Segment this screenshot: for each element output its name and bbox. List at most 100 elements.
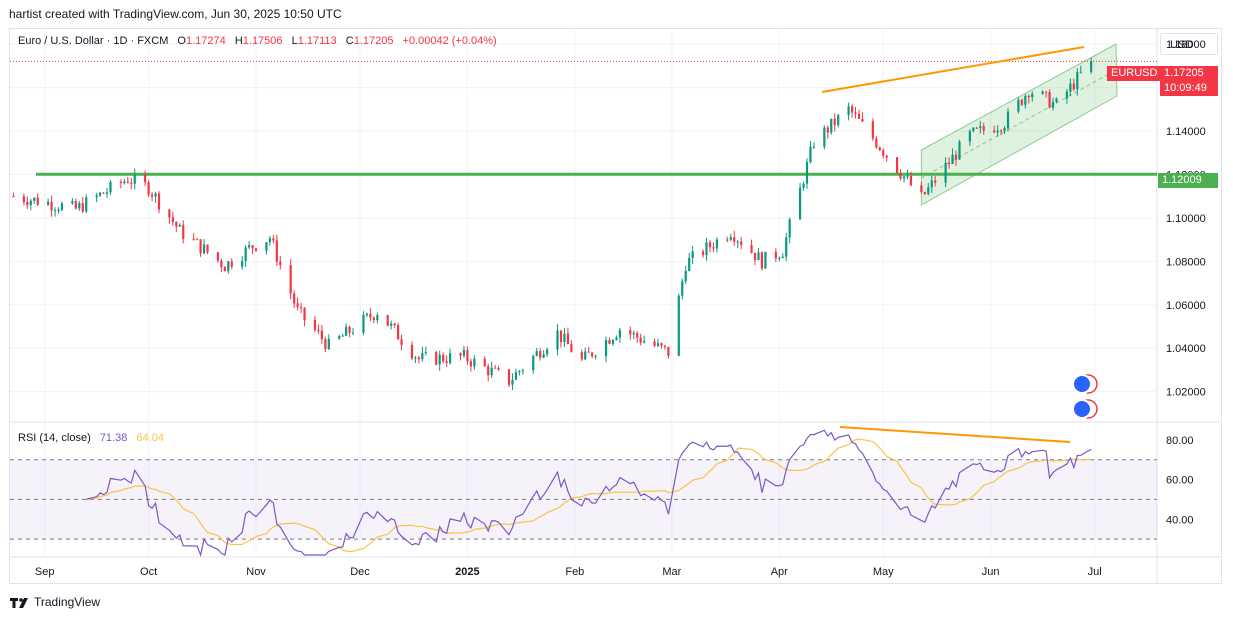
candle-body <box>733 237 736 242</box>
event-flag-eu-icon <box>1072 399 1092 419</box>
candle-body <box>979 126 982 129</box>
time-tick-label: Mar <box>662 566 681 578</box>
candle-body <box>1072 83 1075 90</box>
candle-body <box>850 106 854 113</box>
tradingview-footer[interactable]: TradingView <box>10 595 100 609</box>
candle-body <box>410 344 414 359</box>
candle-body <box>196 239 199 241</box>
candle-body <box>144 174 147 183</box>
candle-body <box>365 313 369 316</box>
candle <box>199 239 202 257</box>
open-value: 1.17274 <box>185 35 226 47</box>
candle-body <box>584 351 587 360</box>
candle <box>223 266 226 272</box>
candle <box>95 192 98 203</box>
candle-body <box>105 192 109 194</box>
candle-body <box>667 346 670 356</box>
candle-body <box>587 351 590 353</box>
candle <box>812 142 816 149</box>
candle <box>414 355 417 364</box>
candle-body <box>227 261 230 272</box>
candle <box>750 239 753 254</box>
candle-body <box>320 330 323 340</box>
candle-body <box>71 201 74 204</box>
candle <box>805 158 809 189</box>
candle-body <box>923 192 926 195</box>
candle <box>483 356 486 367</box>
time-tick-label: Jul <box>1088 566 1102 578</box>
candle-body <box>248 245 251 248</box>
candle <box>351 327 355 335</box>
candle <box>171 211 174 226</box>
candle <box>497 365 500 372</box>
candle <box>507 369 511 388</box>
candle-body <box>996 130 999 133</box>
candle <box>254 247 258 252</box>
candle <box>639 333 642 346</box>
candle-body <box>788 219 791 238</box>
candle-body <box>729 237 732 240</box>
candle-body <box>1003 128 1006 132</box>
candle-body <box>656 343 660 346</box>
candle-body <box>147 182 150 195</box>
candle <box>26 196 29 210</box>
candle-body <box>757 252 760 261</box>
candle-body <box>934 180 937 183</box>
candle-body <box>154 193 157 197</box>
time-tick-label: Jun <box>982 566 1000 578</box>
candle <box>57 207 60 214</box>
candle-body <box>448 353 452 363</box>
candle <box>1017 97 1020 114</box>
candle-body <box>241 260 244 267</box>
candle <box>230 258 233 270</box>
candle <box>580 349 583 362</box>
price-tick-label: 1.18000 <box>1166 39 1206 51</box>
candle-body <box>216 252 220 261</box>
candle <box>798 183 802 220</box>
candle <box>611 339 615 346</box>
candle-body <box>220 260 223 268</box>
candle-body <box>223 267 226 272</box>
candle <box>809 140 812 164</box>
candle-body <box>507 369 511 385</box>
candle-body <box>26 202 29 206</box>
candle-body <box>12 196 15 198</box>
candle-body <box>85 197 88 212</box>
candle-body <box>293 293 296 304</box>
candle <box>74 198 77 210</box>
candle-body <box>1006 111 1010 129</box>
candle <box>1055 97 1058 104</box>
rsi-label[interactable]: RSI (14, close) <box>18 432 91 444</box>
candle-body <box>469 361 472 367</box>
symbol-title[interactable]: Euro / U.S. Dollar · 1D · FXCM <box>18 35 169 47</box>
candle <box>123 178 126 185</box>
candle-body <box>556 330 559 350</box>
candle-body <box>1041 91 1044 94</box>
candle <box>36 193 39 206</box>
candle-body <box>33 197 36 201</box>
candle-body <box>781 256 784 259</box>
candle <box>182 220 185 244</box>
candle-body <box>1079 71 1082 73</box>
currency-button[interactable]: USD <box>1160 33 1218 55</box>
candle <box>196 238 199 241</box>
candle <box>192 233 195 241</box>
candle-body <box>362 315 365 333</box>
candle-body <box>1055 98 1058 102</box>
candle-body <box>885 155 888 158</box>
candle-body <box>345 326 348 336</box>
candle-body <box>805 162 809 184</box>
candle <box>320 324 323 344</box>
candle-body <box>445 361 448 363</box>
candle <box>393 322 396 328</box>
uptrend-channel <box>920 43 1118 206</box>
candle-body <box>636 332 639 338</box>
candle-body <box>705 242 708 256</box>
candle <box>857 109 861 120</box>
candle <box>885 154 888 162</box>
candle <box>740 236 743 250</box>
candle-body <box>708 242 712 248</box>
last-price-badge: 1.17205 <box>1160 66 1218 81</box>
time-tick-label: 2025 <box>455 566 479 578</box>
